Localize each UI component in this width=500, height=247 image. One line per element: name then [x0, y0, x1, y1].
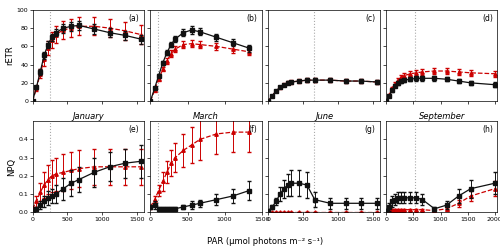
Text: (g): (g) [364, 125, 375, 134]
Text: September: September [418, 112, 465, 121]
Text: (f): (f) [248, 125, 257, 134]
Text: (c): (c) [365, 14, 375, 22]
Y-axis label: NPQ: NPQ [6, 158, 16, 176]
Text: (d): (d) [482, 14, 493, 22]
Text: (h): (h) [482, 125, 493, 134]
Text: (e): (e) [128, 125, 140, 134]
Text: March: March [193, 112, 219, 121]
Text: (a): (a) [128, 14, 140, 22]
Y-axis label: rETR: rETR [5, 46, 14, 65]
Text: June: June [315, 112, 333, 121]
Text: (b): (b) [246, 14, 257, 22]
Text: January: January [72, 112, 104, 121]
Text: PAR (μmol photons m⁻² s⁻¹): PAR (μmol photons m⁻² s⁻¹) [207, 237, 323, 246]
